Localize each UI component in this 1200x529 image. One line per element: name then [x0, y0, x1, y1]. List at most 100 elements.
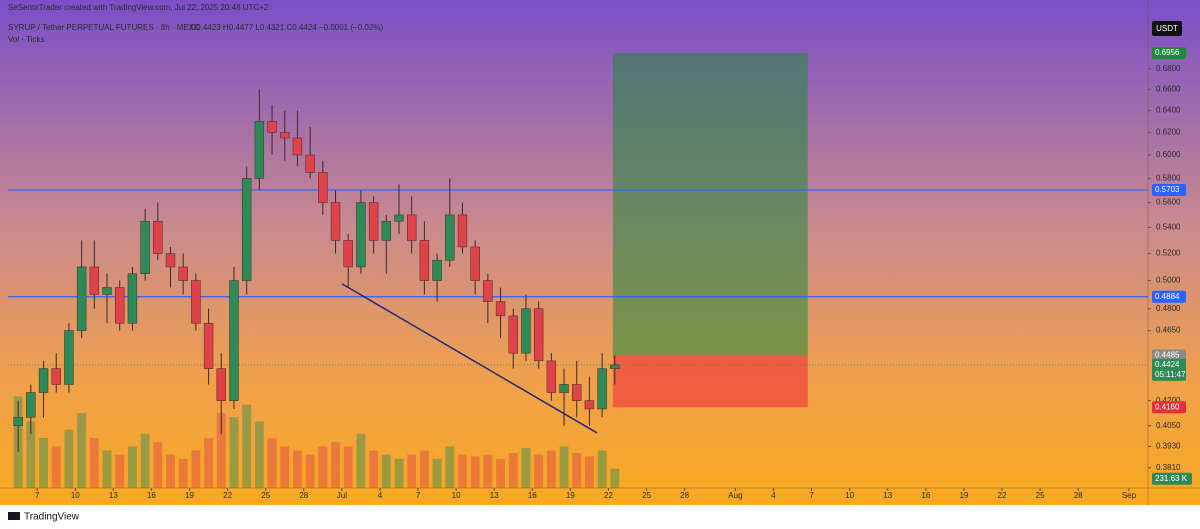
candle-body [153, 220, 163, 254]
candle-body [584, 400, 595, 410]
candle-body [559, 384, 569, 393]
volume-bar [153, 442, 163, 488]
x-tick-label: 4 [378, 491, 383, 500]
x-tick-label: 19 [185, 491, 194, 500]
symbol: SYRUP / Tether PERPETUAL FUTURES · 8h · … [8, 23, 200, 32]
volume-bar [64, 429, 74, 488]
volume-bar [508, 453, 518, 488]
volume-bar [331, 442, 340, 488]
ohlc: O0.4423 H0.4477 L0.4321 C0.4424 −0.0001 … [190, 23, 383, 32]
volume-bar [77, 413, 87, 488]
x-tick-label: 28 [1074, 491, 1083, 500]
candle-body [280, 132, 290, 139]
volume-bar [356, 433, 366, 488]
volume-bar [610, 468, 620, 488]
x-tick-label: 19 [959, 491, 968, 500]
y-tick-label: 0.6400 [1156, 106, 1181, 115]
candle-body [521, 308, 531, 354]
candle-body [38, 368, 49, 393]
trendline [341, 283, 598, 434]
candle-body [432, 259, 442, 281]
candle-body [457, 214, 468, 248]
volume-bar [242, 404, 252, 488]
volume-bar [115, 454, 125, 488]
candle-body [26, 392, 36, 418]
volume-bar [572, 453, 582, 488]
x-tick-label: 25 [261, 491, 270, 500]
entry-label: 0.4485 [1155, 351, 1180, 360]
y-tick-label: 0.4200 [1156, 396, 1181, 405]
x-tick-label: 22 [998, 491, 1007, 500]
candle-body [483, 280, 493, 302]
volume-bar [369, 450, 379, 488]
x-tick-label: 10 [452, 491, 461, 500]
brand-logo [8, 512, 20, 520]
x-tick-label: 25 [642, 491, 651, 500]
x-tick-label: 16 [921, 491, 930, 500]
x-tick-label: 22 [223, 491, 232, 500]
y-tick-label: 0.5800 [1156, 173, 1181, 182]
candle-body [115, 287, 125, 324]
x-tick-label: 13 [109, 491, 118, 500]
volume-bar [51, 446, 61, 488]
x-tick-label: 10 [845, 491, 854, 500]
hline-label-box [1152, 290, 1186, 303]
candle-body [254, 121, 265, 179]
volume-bar [267, 438, 277, 488]
x-tick-label: 10 [71, 491, 80, 500]
candle-body [597, 368, 607, 410]
candle-body [445, 214, 455, 261]
volume-bar [407, 454, 417, 488]
candle-body [356, 202, 366, 268]
x-tick-label: Aug [728, 491, 742, 500]
brand: TradingView [24, 512, 80, 523]
candle-body [102, 287, 112, 295]
volume-bar [458, 454, 467, 488]
stop-label: 0.4160 [1155, 402, 1180, 411]
volume-bar [305, 454, 315, 488]
volume-bar [521, 448, 531, 488]
volume-bar [483, 454, 493, 488]
y-tick-label: 0.6800 [1156, 64, 1181, 73]
last-price-label-box [1152, 358, 1186, 381]
y-tick-label: 0.3810 [1156, 463, 1181, 472]
candle-body [508, 315, 518, 354]
volume-bar [419, 450, 429, 488]
volume-bar [216, 413, 226, 488]
candle-body [292, 137, 303, 156]
volume-bar [559, 446, 569, 488]
y-tick-label: 0.3930 [1156, 442, 1181, 451]
volume-bar [343, 446, 353, 488]
x-tick-label: 19 [566, 491, 575, 500]
x-tick-label: Jul [337, 491, 347, 500]
volume-bar [432, 458, 442, 488]
hline-label: 0.4884 [1155, 292, 1180, 301]
candle-body [533, 308, 544, 362]
stop-label-box [1152, 401, 1186, 414]
candle-body [229, 280, 239, 401]
volume-bar [496, 458, 506, 488]
x-tick-label: 7 [809, 491, 814, 500]
target-zone [612, 53, 808, 356]
x-tick-label: 13 [883, 491, 892, 500]
countdown: 05:11:47 [1155, 370, 1186, 379]
candle-body [381, 220, 392, 241]
volume-label: 231.63 K [1155, 474, 1188, 483]
volume-label-box [1152, 472, 1192, 485]
target-label: 0.6956 [1155, 48, 1180, 57]
volume-bar [140, 433, 150, 488]
credit: SeSentirTrader created with TradingView.… [8, 3, 269, 12]
candle-body [178, 266, 188, 281]
volume-bar [293, 450, 302, 488]
entry-label-box [1152, 349, 1186, 362]
hline-label-box [1152, 183, 1186, 196]
candle-body [419, 240, 430, 281]
volume-bar [26, 421, 36, 488]
background [0, 0, 1200, 505]
x-tick-label: 7 [416, 491, 421, 500]
volume-bar [280, 446, 290, 488]
volume-bar [254, 421, 264, 488]
x-tick-label: 7 [35, 491, 40, 500]
candle-body [470, 246, 480, 281]
